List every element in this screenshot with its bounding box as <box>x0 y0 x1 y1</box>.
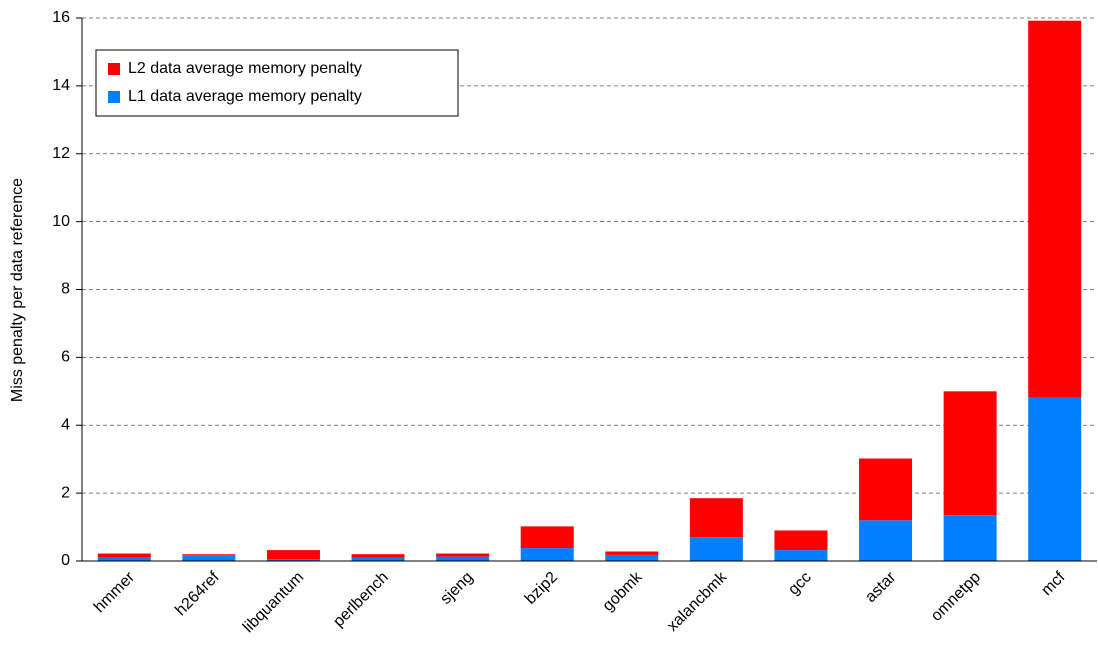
bar-segment <box>266 550 320 560</box>
x-tick-label: sjeng <box>437 569 476 608</box>
legend-swatch <box>108 91 120 103</box>
y-tick-label: 6 <box>61 349 70 366</box>
y-tick-label: 12 <box>52 145 70 162</box>
y-axis-label: Miss penalty per data reference <box>9 178 26 402</box>
bar-segment <box>182 554 236 556</box>
bar-segment <box>774 530 828 551</box>
bar-segment <box>436 553 490 557</box>
x-tick-label: omnetpp <box>928 569 984 625</box>
y-tick-label: 8 <box>61 281 70 298</box>
bar-segment <box>182 555 236 561</box>
x-tick-label: gcc <box>785 569 815 599</box>
bar-segment <box>436 556 490 561</box>
bar-segment <box>1028 397 1082 561</box>
legend-swatch <box>108 63 120 75</box>
legend-box <box>95 49 459 117</box>
bar-segment <box>1028 20 1082 398</box>
bar-segment <box>605 554 659 561</box>
y-tick-label: 16 <box>52 9 70 26</box>
bar-segment <box>605 551 659 555</box>
bar-segment <box>943 515 997 561</box>
bar-segment <box>97 557 151 561</box>
legend-label: L1 data average memory penalty <box>128 88 362 105</box>
y-tick-label: 4 <box>61 416 70 433</box>
x-tick-label: mcf <box>1038 568 1069 599</box>
bar-segment <box>520 548 574 561</box>
x-tick-label: hmmer <box>91 568 139 616</box>
bar-segment <box>943 391 997 516</box>
bar-segment <box>520 526 574 549</box>
bar-segment <box>266 559 320 561</box>
x-tick-label: xalancbmk <box>664 568 731 635</box>
bar-segment <box>97 553 151 558</box>
x-tick-label: gobmk <box>600 568 647 615</box>
y-tick-label: 2 <box>61 484 70 501</box>
bar-segment <box>689 498 743 538</box>
y-tick-label: 10 <box>52 213 70 230</box>
bar-segment <box>689 537 743 561</box>
bar-segment <box>774 550 828 561</box>
x-tick-label: bzip2 <box>522 569 561 608</box>
y-tick-label: 14 <box>52 77 70 94</box>
x-tick-label: astar <box>862 568 900 606</box>
y-tick-label: 0 <box>61 552 70 569</box>
legend-label: L2 data average memory penalty <box>128 60 362 77</box>
x-tick-label: h264ref <box>172 568 223 619</box>
bar-segment <box>859 458 913 521</box>
x-tick-label: libquantum <box>240 569 307 636</box>
bar-segment <box>351 554 405 558</box>
x-tick-label: perlbench <box>330 569 392 631</box>
bar-segment <box>859 520 913 561</box>
bar-segment <box>351 557 405 561</box>
